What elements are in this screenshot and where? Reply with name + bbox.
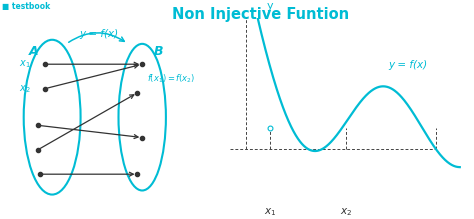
Text: y = f(x): y = f(x) [79, 29, 118, 39]
Text: $x_1$: $x_1$ [19, 58, 31, 70]
Text: $x_2$: $x_2$ [340, 206, 352, 218]
Text: ■ testbook: ■ testbook [2, 2, 51, 11]
Text: $f(x_1) = f(x_2)$: $f(x_1) = f(x_2)$ [147, 72, 195, 85]
Text: y: y [267, 1, 273, 11]
Text: A: A [28, 46, 38, 58]
Text: y = f(x): y = f(x) [388, 60, 427, 70]
Text: $x_1$: $x_1$ [264, 206, 276, 218]
Text: $x_2$: $x_2$ [19, 83, 31, 95]
Text: B: B [154, 46, 164, 58]
Text: Non Injective Funtion: Non Injective Funtion [172, 7, 349, 21]
